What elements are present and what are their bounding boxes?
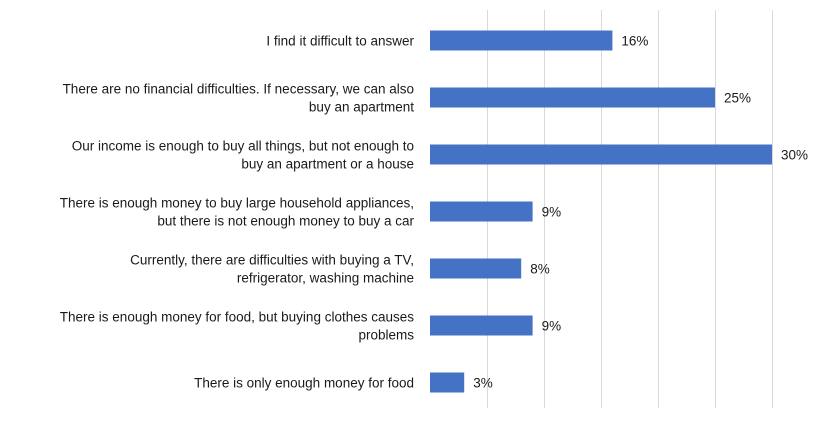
bar: [430, 258, 522, 279]
category-label: There is enough money for food, but buyi…: [60, 310, 414, 343]
category-label: Currently, there are difficulties with b…: [130, 253, 414, 286]
category-label-line: There are no financial difficulties. If …: [63, 82, 414, 97]
category-labels: I find it difficult to answer There are n…: [60, 34, 415, 391]
bar: [430, 30, 613, 51]
category-label-line: but there is not enough money to buy a c…: [157, 214, 414, 229]
category-label: There are no financial difficulties. If …: [63, 82, 415, 115]
data-label: 30%: [781, 148, 808, 163]
value-labels: 16% 25% 30% 9% 8% 9% 3%: [473, 34, 808, 391]
data-label: 8%: [530, 262, 550, 277]
category-label: Our income is enough to buy all things, …: [72, 139, 414, 172]
category-label: I find it difficult to answer: [266, 34, 414, 49]
data-label: 16%: [621, 34, 648, 49]
category-label: There is only enough money for food: [194, 376, 414, 391]
data-label: 3%: [473, 376, 493, 391]
category-label-line: problems: [358, 328, 414, 343]
category-label-line: Currently, there are difficulties with b…: [130, 253, 414, 268]
category-label-line: I find it difficult to answer: [266, 34, 414, 49]
bar: [430, 201, 533, 222]
category-label-line: buy an apartment or a house: [241, 157, 414, 172]
category-label-line: There is enough money to buy large house…: [60, 196, 414, 211]
bar: [430, 144, 772, 165]
bar: [430, 87, 715, 108]
data-label: 9%: [542, 319, 562, 334]
gridlines: [487, 10, 773, 408]
category-label-line: There is only enough money for food: [194, 376, 414, 391]
data-label: 9%: [542, 205, 562, 220]
data-label: 25%: [724, 91, 751, 106]
category-label-line: Our income is enough to buy all things, …: [72, 139, 414, 154]
category-label-line: refrigerator, washing machine: [237, 271, 414, 286]
bars: [430, 30, 772, 393]
bar: [430, 315, 533, 336]
category-label-line: buy an apartment: [309, 100, 414, 115]
category-label-line: There is enough money for food, but buyi…: [60, 310, 414, 325]
bar: [430, 372, 465, 393]
category-label: There is enough money to buy large house…: [60, 196, 415, 229]
